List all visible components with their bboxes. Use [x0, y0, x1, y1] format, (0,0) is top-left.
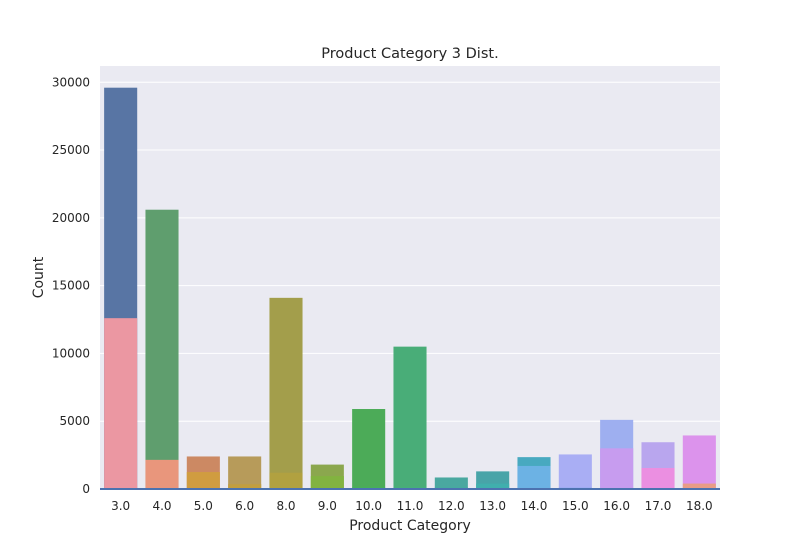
- bar-series-2-6.0: [228, 484, 262, 489]
- bars: [104, 87, 716, 489]
- y-tick-label: 10000: [52, 346, 90, 360]
- bar-series-2-18.0: [682, 483, 716, 489]
- x-tick-label: 5.0: [194, 499, 213, 513]
- bar-series-1-18.0: [682, 435, 716, 489]
- bar-series-2-13.0: [476, 483, 510, 489]
- x-tick-label: 8.0: [276, 499, 295, 513]
- bar-series-1-4.0: [145, 209, 179, 489]
- x-tick-label: 9.0: [318, 499, 337, 513]
- bar-series-2-8.0: [269, 472, 303, 489]
- bar-series-2-17.0: [641, 467, 675, 489]
- bar-series-1-15.0: [558, 454, 592, 489]
- y-tick-label: 20000: [52, 211, 90, 225]
- y-tick-label: 25000: [52, 143, 90, 157]
- bar-series-2-3.0: [104, 318, 138, 489]
- x-tick-label: 6.0: [235, 499, 254, 513]
- x-tick-label: 18.0: [686, 499, 713, 513]
- x-tick-label: 14.0: [521, 499, 548, 513]
- bar-series-2-4.0: [145, 459, 179, 489]
- bar-series-1-12.0: [434, 477, 468, 489]
- bar-series-2-16.0: [600, 448, 634, 489]
- y-tick-labels: 0 5000 10000 15000 20000 25000 30000: [52, 75, 90, 496]
- chart-title: Product Category 3 Dist.: [321, 46, 498, 62]
- x-axis-label: Product Category: [349, 518, 471, 534]
- y-tick-label: 5000: [59, 414, 90, 428]
- y-tick-label: 0: [82, 482, 90, 496]
- bar-series-2-5.0: [186, 472, 220, 489]
- x-tick-label: 12.0: [438, 499, 465, 513]
- x-tick-label: 4.0: [152, 499, 171, 513]
- y-axis-label: Count: [31, 256, 47, 298]
- bar-series-2-9.0: [310, 476, 344, 489]
- bar-series-1-11.0: [393, 346, 427, 489]
- x-tick-label: 17.0: [645, 499, 672, 513]
- bar-series-2-14.0: [517, 465, 551, 489]
- y-tick-label: 15000: [52, 279, 90, 293]
- x-tick-label: 15.0: [562, 499, 589, 513]
- bar-series-1-10.0: [352, 409, 386, 489]
- x-tick-label: 3.0: [111, 499, 130, 513]
- y-tick-label: 30000: [52, 75, 90, 89]
- x-tick-label: 10.0: [355, 499, 382, 513]
- x-tick-label: 13.0: [479, 499, 506, 513]
- x-tick-labels: 3.0 4.0 5.0 6.0 8.0 9.0 10.0 11.0 12.0 13.0 14.0 15…: [111, 499, 713, 513]
- x-tick-label: 11.0: [397, 499, 424, 513]
- bar-series-1-6.0: [228, 456, 262, 489]
- bar-series-1-8.0: [269, 297, 303, 489]
- x-tick-label: 16.0: [603, 499, 630, 513]
